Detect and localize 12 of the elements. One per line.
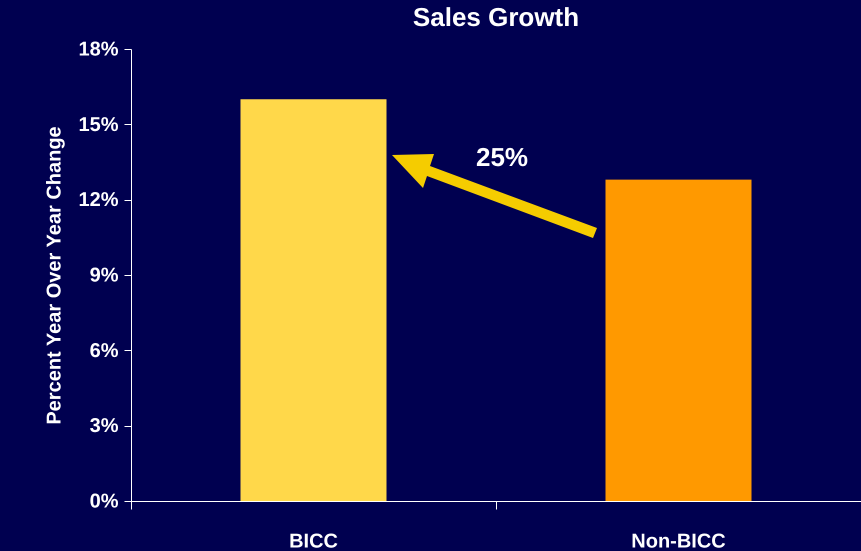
y-tick-label: 0%: [90, 490, 119, 512]
y-tick-label: 9%: [90, 264, 119, 286]
y-tick-label: 6%: [90, 340, 119, 362]
y-tick-label: 3%: [90, 415, 119, 438]
y-tick-label: 15%: [78, 114, 119, 136]
y-tick-label: 18%: [78, 38, 119, 60]
y-axis-title: Percent Year Over Year Change: [43, 126, 66, 425]
x-tick-label: Non-BICC: [631, 530, 726, 551]
x-tick-label: BICC: [289, 530, 338, 551]
y-tick-label: 12%: [78, 189, 119, 212]
annotation: 25%: [476, 142, 528, 173]
chart-title: Sales Growth: [412, 2, 580, 32]
